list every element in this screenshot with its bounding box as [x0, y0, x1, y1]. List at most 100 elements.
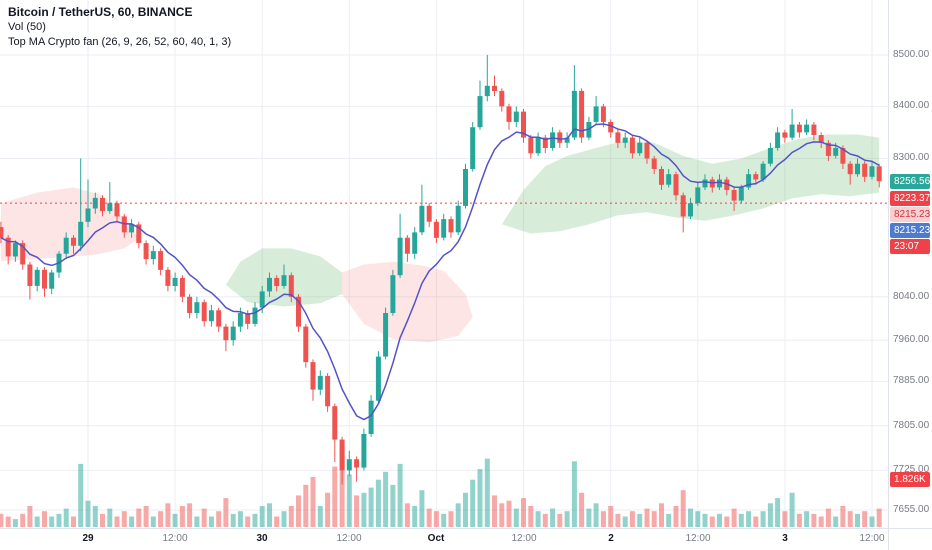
- volume-bar: [129, 516, 135, 527]
- volume-bar: [767, 503, 773, 527]
- candle-body: [629, 137, 635, 154]
- candle-body: [426, 205, 432, 222]
- candle-body: [622, 137, 628, 143]
- candle-body: [361, 434, 367, 468]
- candle-body: [0, 227, 4, 238]
- candle-body: [862, 163, 868, 177]
- volume-bar: [158, 511, 164, 527]
- volume-bar: [811, 513, 817, 528]
- volume-bar: [42, 511, 47, 527]
- volume-bar: [71, 516, 76, 527]
- candle-body: [201, 302, 207, 322]
- candle-body: [433, 221, 439, 238]
- volume-bar: [847, 511, 853, 527]
- candle-body: [179, 277, 185, 297]
- candle-body: [644, 142, 650, 159]
- candle-body: [695, 187, 701, 204]
- candle-body: [20, 243, 26, 265]
- candle-body: [789, 124, 795, 138]
- candle-body: [811, 124, 817, 135]
- candle-body: [673, 174, 679, 196]
- candle-body: [876, 166, 882, 182]
- volume-bar: [237, 511, 243, 527]
- volume-indicator-label[interactable]: Vol (50): [8, 21, 46, 33]
- candle-body: [165, 269, 171, 286]
- volume-bar: [593, 503, 599, 527]
- volume-bar: [252, 513, 258, 528]
- candle-body: [738, 187, 744, 201]
- candle-body: [499, 90, 505, 107]
- candle-body: [397, 237, 403, 276]
- volume-bar: [259, 506, 265, 527]
- time-axis-label: 29: [82, 533, 94, 544]
- volume-bar: [179, 506, 185, 527]
- volume-bar: [688, 508, 693, 527]
- candle-body: [550, 132, 556, 148]
- candle-body: [746, 174, 752, 188]
- candle-body: [404, 237, 410, 254]
- symbol-title[interactable]: Bitcoin / TetherUS, 60, BINANCE: [8, 5, 193, 19]
- ma-line: [0, 123, 880, 421]
- candle-body: [12, 243, 18, 257]
- bar-countdown-badge: 23:07: [890, 239, 930, 254]
- candle-body: [833, 148, 839, 156]
- volume-bar: [535, 511, 541, 527]
- volume-bar: [433, 511, 439, 527]
- candle-body: [825, 142, 831, 156]
- volume-bar: [368, 487, 374, 528]
- volume-bar: [114, 516, 120, 527]
- volume-bar: [695, 511, 701, 527]
- candle-body: [448, 219, 454, 233]
- time-axis-label: Oct: [427, 533, 445, 544]
- volume-bar: [615, 513, 621, 528]
- volume-bar: [12, 519, 18, 527]
- candle-body: [804, 124, 810, 133]
- candle-body: [542, 137, 548, 148]
- candle-body: [310, 362, 316, 390]
- candle-body: [521, 111, 526, 138]
- volume-bar: [862, 511, 868, 527]
- price-axis-label: 8300.00: [893, 152, 930, 163]
- candle-body: [346, 459, 352, 471]
- volume-bar: [760, 511, 766, 527]
- volume-bar: [709, 516, 715, 527]
- price-chart-canvas[interactable]: [0, 0, 888, 528]
- volume-bar: [92, 506, 98, 527]
- candle-body: [63, 237, 69, 254]
- volume-bar: [441, 513, 447, 528]
- volume-bar: [702, 513, 708, 528]
- volume-bar: [528, 506, 534, 527]
- price-axis-label: 8040.00: [893, 291, 930, 302]
- price-axis-label: 7655.00: [893, 504, 930, 515]
- price-axis[interactable]: 8500.00 8400.00 8300.00 8040.00 7960.00 7885.…: [888, 0, 932, 528]
- volume-bar: [622, 516, 628, 527]
- candle-body: [818, 135, 824, 143]
- volume-bar: [673, 506, 679, 527]
- price-axis-label: 7805.00: [893, 420, 930, 431]
- candle-body: [34, 269, 40, 286]
- candle-body: [267, 277, 272, 292]
- volume-bar: [550, 508, 556, 527]
- candle-body: [230, 326, 236, 341]
- candle-body: [775, 132, 781, 148]
- volume-bar: [136, 508, 142, 527]
- volume-bar: [245, 516, 251, 527]
- candle-body: [339, 439, 345, 471]
- time-axis-label: 12:00: [859, 533, 885, 544]
- candle-body: [114, 203, 120, 217]
- candle-body: [303, 326, 309, 363]
- candle-body: [608, 122, 614, 133]
- candle-body: [855, 163, 860, 175]
- ma-fan-indicator-label[interactable]: Top MA Crypto fan (26, 9, 26, 52, 60, 40…: [8, 36, 232, 48]
- volume-bar: [165, 503, 171, 527]
- volume-bar: [85, 500, 91, 527]
- chart-pane[interactable]: Bitcoin / TetherUS, 60, BINANCE Vol (50)…: [0, 0, 888, 528]
- volume-bar: [267, 503, 272, 527]
- candle-body: [659, 169, 664, 185]
- candle-body: [484, 85, 490, 97]
- volume-bar: [753, 516, 759, 527]
- time-axis[interactable]: 29 12:00 30 12:00 Oct 12:00 2 12:00 3 12:00: [0, 528, 888, 550]
- candle-body: [600, 106, 606, 122]
- candle-body: [129, 224, 135, 233]
